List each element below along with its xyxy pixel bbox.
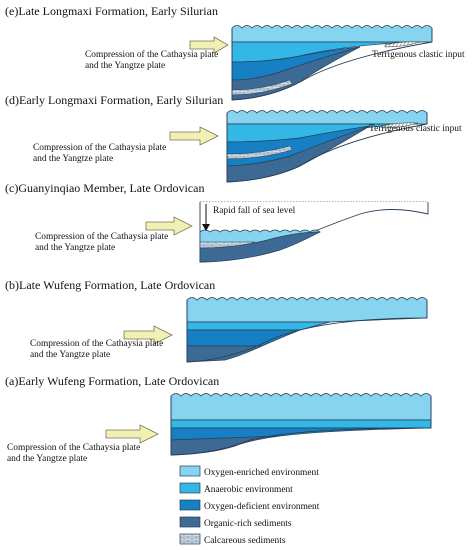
legend-label-calcareous: Calcareous sediments <box>204 536 286 546</box>
panel-e-clastic-input <box>384 41 421 48</box>
panel-b: (b)Late Wufeng Formation, Late Ordovican… <box>5 278 428 363</box>
panel-a-force-line1: Compression of the Cathaysia plate <box>7 442 140 453</box>
panel-d: (d)Early Longmaxi Formation, Early Silur… <box>5 93 462 183</box>
panel-d-compression-arrow <box>169 126 219 146</box>
panel-d-side-label: Terrigenous clastic input <box>369 124 462 134</box>
panel-c-organic-layer <box>199 231 321 263</box>
panel-b-oxygen-enriched-layer <box>186 297 428 323</box>
panel-d-calcareous-layer <box>226 145 293 160</box>
panel-c-title: (c)Guanyinqiao Member, Late Ordovican <box>5 181 204 195</box>
panel-b-organic-layer <box>186 345 263 363</box>
legend-label-anaerobic: Anaerobic environment <box>204 485 293 495</box>
panel-e-title: (e)Late Longmaxi Formation, Early Siluri… <box>5 4 218 18</box>
panel-e: (e)Late Longmaxi Formation, Early Siluri… <box>5 4 465 101</box>
panel-c: (c)Guanyinqiao Member, Late Ordovican Ra… <box>5 181 429 263</box>
panel-e-force-line2: and the Yangtze plate <box>85 61 165 71</box>
panel-b-deficient-layer <box>186 329 301 347</box>
panel-b-anaerobic-layer <box>186 321 331 331</box>
legend: Oxygen-enriched environment Anaerobic en… <box>179 465 320 546</box>
panel-d-title: (d)Early Longmaxi Formation, Early Silur… <box>5 93 223 107</box>
legend-swatch-oxygen-enriched <box>179 465 201 477</box>
legend-label-organic-rich: Organic-rich sediments <box>204 519 292 529</box>
panel-e-side-label: Terrigenous clastic input <box>372 50 465 60</box>
panel-a-force-line2: and the Yangtze plate <box>7 454 87 464</box>
panel-d-outline <box>226 113 428 183</box>
panel-a: (a)Early Wufeng Formation, Late Ordovica… <box>5 374 432 464</box>
panel-a-anaerobic-layer <box>170 419 432 429</box>
legend-swatch-oxygen-deficient <box>179 499 201 511</box>
panel-e-force-line1: Compression of the Cathaysia plate <box>85 49 218 60</box>
panel-c-compression-arrow <box>145 216 193 236</box>
panel-b-force-line1: Compression of the Cathaysia plate <box>30 338 163 349</box>
panel-e-compression-arrow <box>189 36 229 54</box>
panel-a-deficient-layer <box>170 427 432 441</box>
legend-label-oxygen-enriched: Oxygen-enriched environment <box>204 468 319 478</box>
legend-swatch-calcareous <box>179 533 201 545</box>
panel-d-force-line2: and the Yangtze plate <box>33 154 113 164</box>
panel-d-clastic-input <box>381 122 419 129</box>
panel-a-compression-arrow <box>105 424 159 444</box>
panel-e-calcareous-layer <box>231 79 293 96</box>
legend-label-oxygen-deficient: Oxygen-deficient environment <box>204 501 320 512</box>
panel-b-outline <box>186 300 428 363</box>
panel-d-force-line1: Compression of the Cathaysia plate <box>33 142 166 153</box>
panel-b-title: (b)Late Wufeng Formation, Late Ordovican <box>5 278 215 292</box>
panel-a-outline <box>170 396 432 456</box>
panel-e-wave-band <box>231 25 433 43</box>
panel-c-force-line2: and the Yangtze plate <box>35 243 115 253</box>
panel-c-force-line1: Compression of the Cathaysia plate <box>35 231 168 242</box>
panel-b-compression-arrow <box>123 325 173 345</box>
panel-a-title: (a)Early Wufeng Formation, Late Ordovica… <box>5 374 219 388</box>
panel-c-side-label: Rapid fall of sea level <box>213 205 296 216</box>
panel-b-force-line2: and the Yangtze plate <box>30 350 110 360</box>
legend-swatch-anaerobic <box>179 482 201 494</box>
panel-d-wave-band <box>226 110 428 125</box>
panel-a-oxygen-enriched-layer <box>170 393 432 421</box>
panel-e-outline <box>231 28 433 101</box>
legend-swatch-organic-rich <box>179 516 201 528</box>
